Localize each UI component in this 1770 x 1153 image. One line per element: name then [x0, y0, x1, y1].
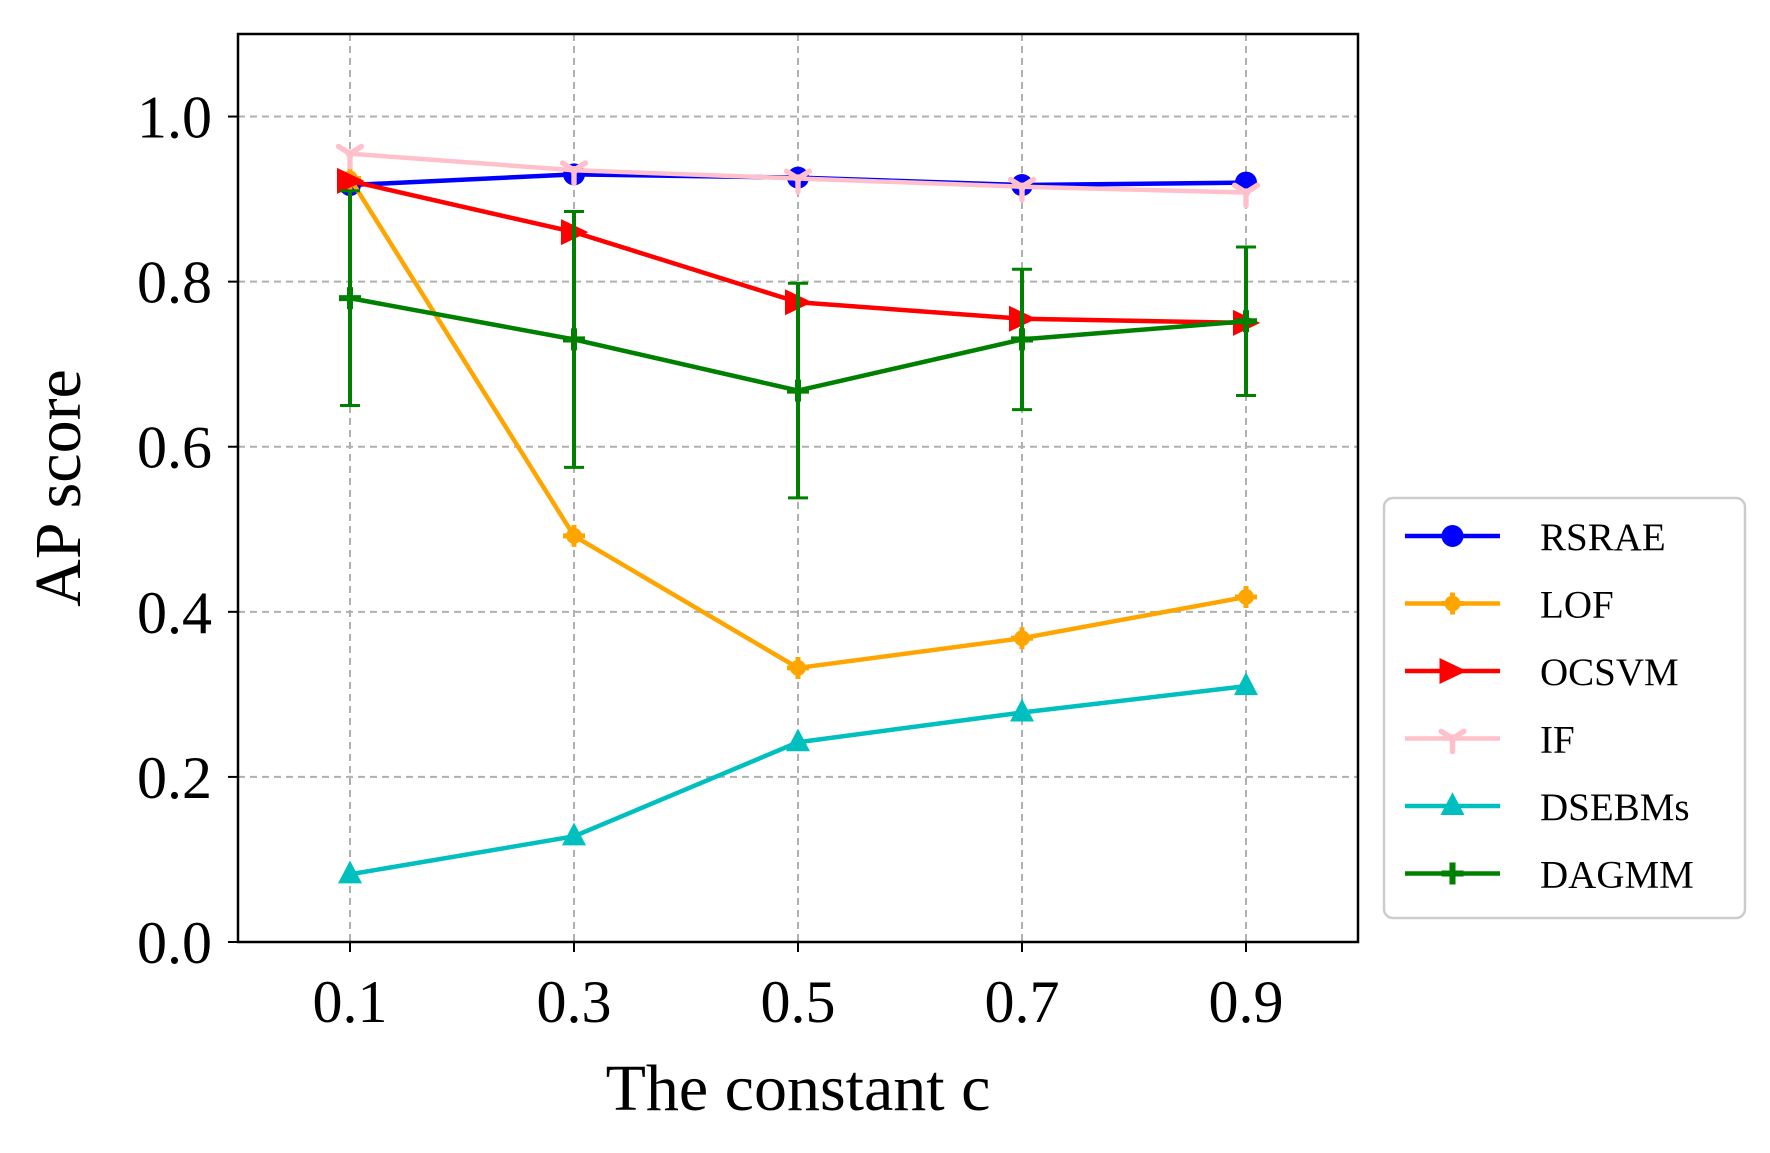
ticks: 0.1 0.3 0.5 0.7 0.9 0.0 0.2 0.4 0.6 0.8 1.0 [137, 85, 1284, 1035]
lof-point [787, 656, 809, 679]
series-if [335, 143, 1261, 209]
legend-marker-if-center [1448, 734, 1457, 743]
legend-label-rsrae: RSRAE [1540, 516, 1666, 559]
legend-marker-ocsvm [1439, 658, 1467, 684]
if-point [1231, 182, 1261, 209]
y-axis-label: AP score [22, 369, 95, 607]
legend-item-dagmm: DAGMM [1405, 854, 1694, 897]
dsebms-point [786, 728, 810, 752]
lof-point [563, 524, 585, 547]
y-tick-label: 0.4 [137, 580, 212, 646]
legend-item-rsrae: RSRAE [1405, 516, 1666, 559]
if-point [335, 143, 365, 170]
if-point-center [345, 149, 355, 158]
if-point [1007, 176, 1037, 203]
x-tick-label: 0.3 [537, 969, 612, 1035]
lof-point-cross [563, 524, 585, 547]
dsebms-point [338, 860, 362, 884]
dagmm-point [1011, 328, 1033, 351]
if-point [559, 160, 589, 187]
dagmm-point [563, 328, 585, 351]
legend-label-dsebms: DSEBMs [1540, 786, 1690, 829]
legend: RSRAE LOF OCSVM IF DSEBMs DAGMM [1382, 496, 1747, 920]
legend-item-lof: LOF [1405, 584, 1614, 627]
if-point-center [1017, 182, 1027, 191]
legend-label-lof: LOF [1540, 584, 1614, 627]
y-tick-label: 0.6 [137, 415, 212, 481]
ocsvm-point [337, 167, 365, 194]
series-dagmm [339, 189, 1257, 500]
series-dsebms [338, 672, 1258, 884]
if-point-center [1241, 188, 1251, 197]
lof-point [1235, 585, 1257, 608]
legend-label-dagmm: DAGMM [1540, 854, 1694, 897]
legend-item-ocsvm: OCSVM [1405, 651, 1679, 694]
dsebms-point [1234, 672, 1258, 696]
legend-marker-lof [1441, 592, 1464, 615]
lof-point [1011, 627, 1033, 650]
y-tick-label: 0.8 [137, 250, 212, 316]
dagmm-point [339, 287, 361, 310]
legend-marker-dagmm [1441, 862, 1464, 885]
lof-point-cross [1011, 627, 1033, 650]
x-axis-label: The constant c [606, 1052, 991, 1125]
legend-marker-rsrae [1441, 525, 1464, 547]
if-point-center [569, 166, 579, 175]
legend-item-dsebms: DSEBMs [1405, 786, 1690, 829]
legend-marker-if [1438, 728, 1467, 755]
if-point-center [793, 174, 803, 183]
series-layer [335, 143, 1261, 884]
dsebms-point [1010, 698, 1034, 722]
y-tick-label: 0.2 [137, 745, 212, 811]
legend-label-if: IF [1540, 719, 1575, 762]
dsebms-point [562, 822, 586, 846]
lof-point-cross [787, 656, 809, 679]
legend-marker-dsebms [1440, 792, 1465, 815]
y-tick-label: 0.0 [137, 910, 212, 976]
legend-marker-lof-cross [1441, 592, 1464, 615]
legend-item-if: IF [1405, 719, 1575, 762]
x-tick-label: 0.1 [313, 969, 388, 1035]
lof-point-cross [1235, 585, 1257, 608]
x-tick-label: 0.7 [985, 969, 1060, 1035]
legend-label-ocsvm: OCSVM [1540, 651, 1679, 694]
x-tick-label: 0.5 [761, 969, 836, 1035]
y-tick-label: 1.0 [137, 85, 212, 151]
if-point [783, 168, 813, 195]
dagmm-point [1235, 310, 1257, 333]
dagmm-point [787, 379, 809, 402]
x-tick-label: 0.9 [1209, 969, 1284, 1035]
